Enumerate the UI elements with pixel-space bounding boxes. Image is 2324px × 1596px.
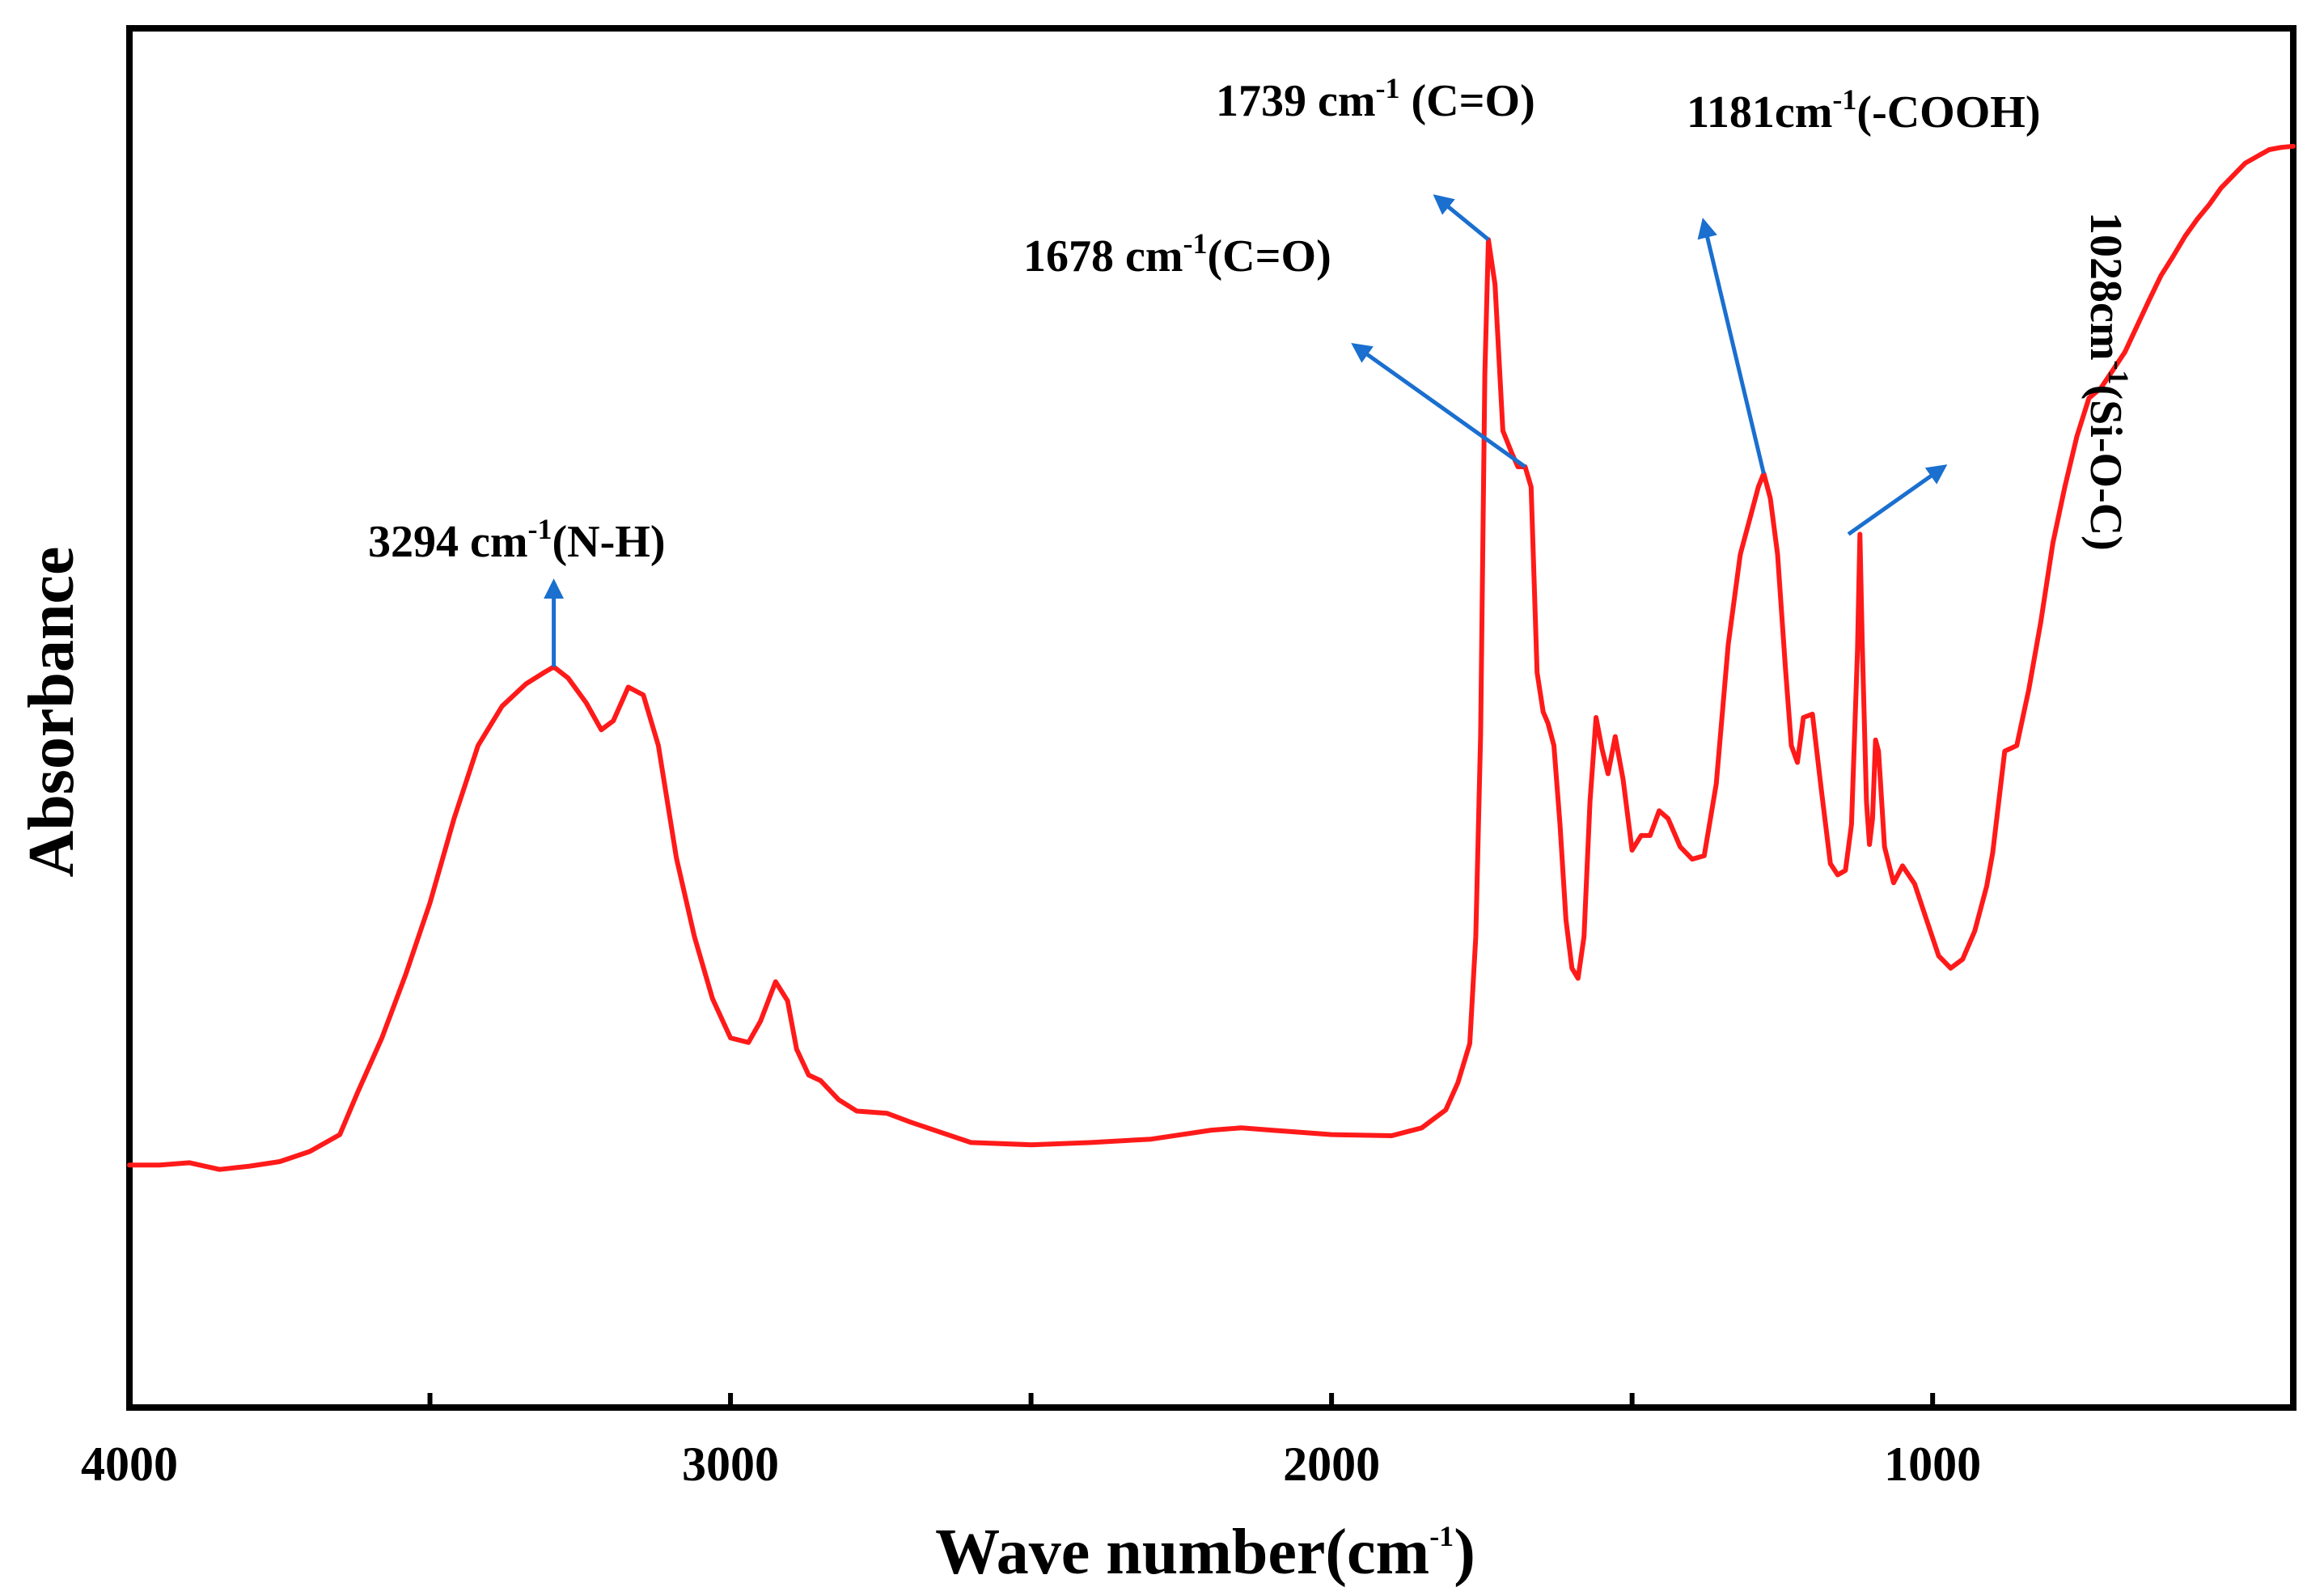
peak-annotations: 3294 cm-1(N-H) 1739 cm-1 (C=O) 1678 cm-1…: [368, 72, 2135, 667]
annotation-label-tail: (Si-O-C): [2081, 385, 2131, 551]
annotation-arrow-1739: [1433, 194, 1490, 242]
annotation-label-tail: (N-H): [552, 517, 666, 567]
x-tick-label: 4000: [81, 1437, 178, 1491]
spectrum-line: [127, 143, 2296, 1172]
annotation-arrow-1181: [1697, 218, 1766, 474]
x-axis-tick-labels: 4000 3000 2000 1000: [81, 1437, 1981, 1491]
annotation-label-tail: (C=O): [1400, 76, 1535, 126]
x-axis-title-sup: -1: [1429, 1520, 1454, 1552]
annotation-label-sup: -1: [1832, 83, 1856, 116]
annotation-label-1028: 1028cm-1(Si-O-C): [2081, 212, 2135, 551]
annotation-label-sup: -1: [2102, 361, 2135, 385]
annotation-label-3294: 3294 cm-1(N-H): [368, 513, 665, 567]
x-axis-title-tail: ): [1454, 1517, 1475, 1588]
annotation-label-tail: (-COOH): [1856, 87, 2040, 138]
annotation-label-text: 1678 cm: [1023, 231, 1183, 282]
x-tick-label: 2000: [1283, 1437, 1380, 1491]
plot-frame: [126, 25, 2296, 1411]
x-axis-title-text: Wave number(cm: [935, 1517, 1429, 1588]
annotation-label-1181: 1181cm-1(-COOH): [1687, 83, 2040, 138]
annotation-label-sup: -1: [1376, 72, 1400, 104]
annotation-label-1678: 1678 cm-1(C=O): [1023, 227, 1331, 282]
annotation-label-text: 1739 cm: [1216, 76, 1376, 126]
annotation-arrow-1678: [1351, 342, 1526, 469]
x-tick-label: 1000: [1884, 1437, 1981, 1491]
y-axis-title: Absorbance: [16, 547, 87, 878]
annotation-label-text: 3294 cm: [368, 517, 528, 567]
x-axis-title: Wave number(cm-1): [935, 1517, 1475, 1588]
annotation-label-sup: -1: [1183, 227, 1208, 260]
annotation-label-tail: (C=O): [1208, 231, 1331, 282]
x-tick-label: 3000: [682, 1437, 779, 1491]
annotation-label-text: 1028cm: [2081, 212, 2131, 361]
annotation-label-text: 1181cm: [1687, 87, 1832, 138]
x-axis-ticks: [127, 1393, 1936, 1408]
annotation-label-sup: -1: [528, 513, 552, 545]
annotation-label-1739: 1739 cm-1 (C=O): [1216, 72, 1535, 126]
annotation-arrow-1028: [1847, 464, 1948, 536]
